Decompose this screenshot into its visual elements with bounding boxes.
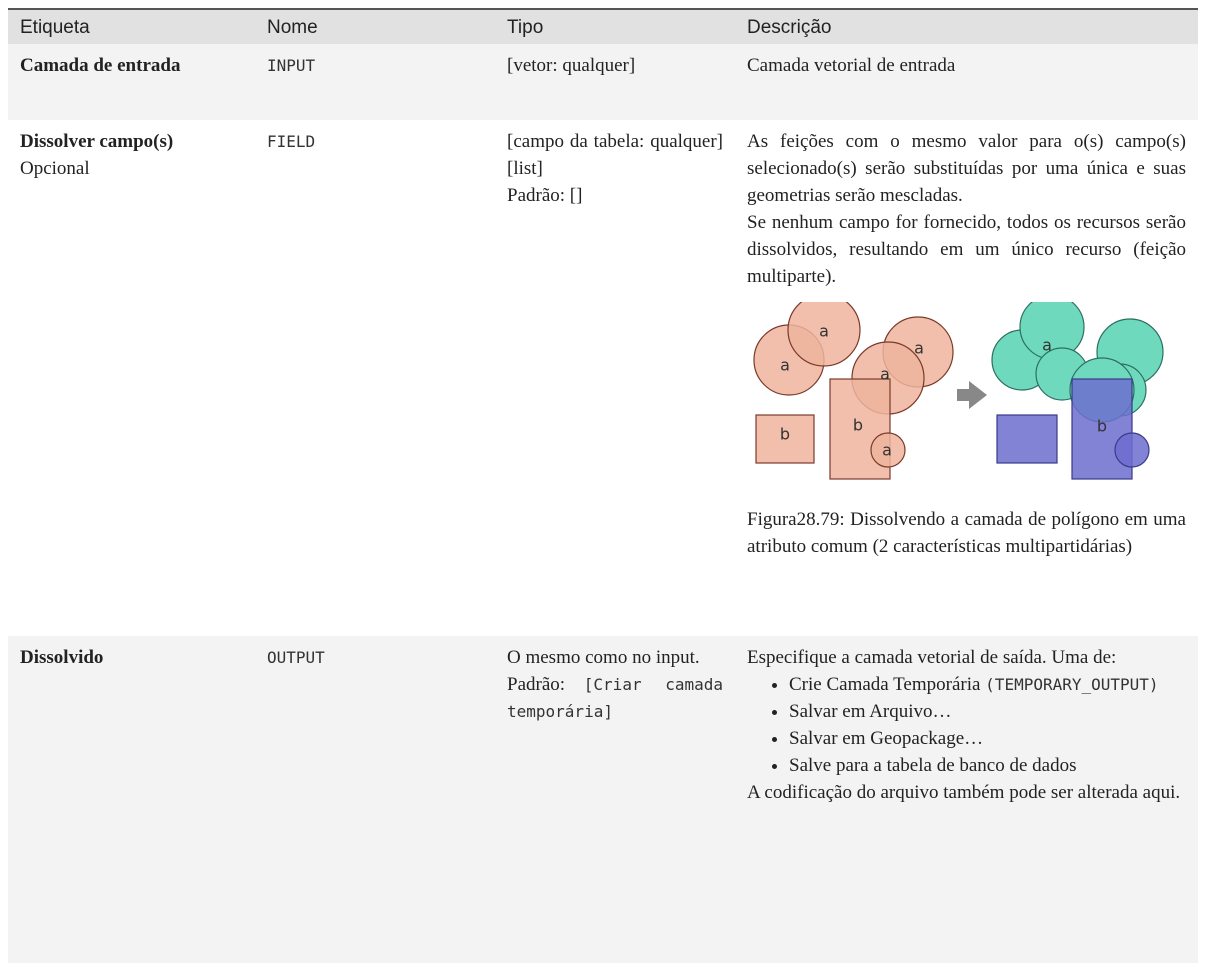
figure-caption: Figura28.79: Dissolvendo a camada de pol…	[747, 509, 1186, 557]
description: Especifique a camada vetorial de saída. …	[747, 647, 1117, 668]
header-cell: Tipo	[495, 8, 735, 44]
type: [vetor: qualquer]	[495, 44, 735, 120]
label: Dissolver campo(s)	[20, 131, 174, 152]
option: Salvar em Arquivo…	[789, 698, 1186, 725]
description: Camada vetorial de entrada	[735, 44, 1198, 120]
description: A codificação do arquivo também pode ser…	[747, 782, 1181, 803]
name: FIELD	[267, 132, 316, 151]
option-code: (TEMPORARY_OUTPUT)	[985, 675, 1159, 694]
figure-label: a	[914, 339, 924, 358]
figure: a a a a b b a a b	[753, 302, 1164, 480]
optional: Opcional	[20, 158, 90, 179]
figure-label: b	[853, 416, 863, 435]
label: Dissolvido	[20, 647, 104, 668]
label: Camada de entrada	[20, 55, 181, 76]
parameter-table: Etiqueta Nome Tipo Descrição Camada de e…	[8, 8, 1198, 963]
header-cell: Nome	[255, 8, 495, 44]
name: INPUT	[267, 56, 316, 75]
option: Salvar em Geopackage…	[789, 725, 1186, 752]
default: Padrão: []	[507, 185, 583, 206]
type: O mesmo como no input.	[507, 647, 700, 668]
default-label: Padrão:	[507, 674, 566, 695]
row: Dissolver campo(s) Opcional FIELD [campo …	[8, 120, 1198, 636]
option: Salve para a tabela de banco de dados	[789, 752, 1186, 779]
default-value: [Criar camada temporária]	[507, 675, 723, 721]
row: Dissolvido OUTPUT O mesmo como no input.…	[8, 636, 1198, 963]
figure-label: b	[780, 425, 790, 444]
figure-label: a	[819, 322, 829, 341]
figure-label: a	[1042, 336, 1052, 355]
description: Se nenhum campo for fornecido, todos os …	[747, 212, 1186, 287]
header-cell: Etiqueta	[8, 8, 255, 44]
figure-label: a	[882, 441, 892, 460]
type: [campo da tabela: qualquer][list]	[507, 131, 723, 179]
row: Camada de entrada INPUT [vetor: qualquer…	[8, 44, 1198, 120]
name: OUTPUT	[267, 648, 325, 667]
header-cell: Descrição	[735, 8, 1198, 44]
description: As feições com o mesmo valor para o(s) c…	[747, 131, 1186, 206]
header-row: Etiqueta Nome Tipo Descrição	[8, 8, 1198, 44]
figure-label: a	[780, 356, 790, 375]
option: Crie Camada Temporária	[789, 674, 981, 695]
figure-label: b	[1097, 417, 1107, 436]
option-list: Crie Camada Temporária (TEMPORARY_OUTPUT…	[747, 671, 1186, 779]
figure-label: a	[880, 365, 890, 384]
